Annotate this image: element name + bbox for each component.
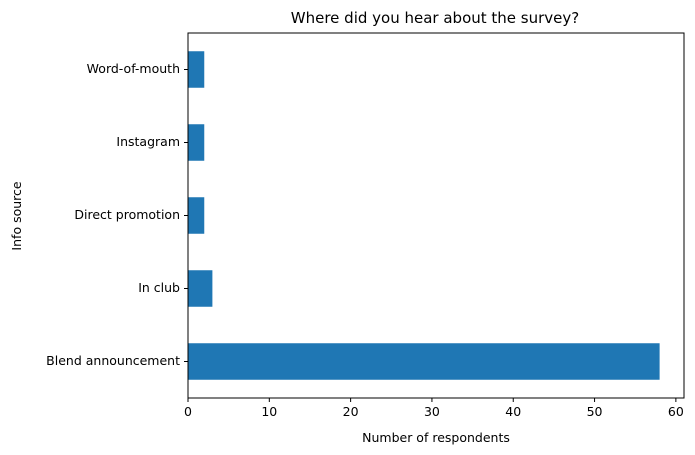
x-tick-label: 0 [184,404,192,419]
x-tick-label: 10 [261,404,277,419]
x-tick-label: 50 [587,404,603,419]
x-tick-label: 20 [343,404,359,419]
x-axis-ticks: 0 10 20 30 40 50 60 [184,398,684,419]
y-tick-label: Instagram [116,134,180,149]
y-tick-label: Blend announcement [46,353,180,368]
x-tick-label: 30 [424,404,440,419]
y-tick-label: Direct promotion [74,207,180,222]
x-axis-label: Number of respondents [362,430,510,445]
chart-title: Where did you hear about the survey? [291,9,579,27]
y-axis-ticks: Blend announcement In club Direct promotio… [46,61,188,368]
bar-direct-promotion [188,197,205,234]
bar-in-club [188,270,213,307]
bar-word-of-mouth [188,51,205,88]
y-axis-label: Info source [9,181,24,250]
y-tick-label: Word-of-mouth [87,61,180,76]
x-tick-label: 60 [668,404,684,419]
bars-group [188,51,660,380]
bar-blend-announcement [188,343,660,380]
plot-frame [187,32,685,399]
y-tick-label: In club [138,280,180,295]
x-tick-label: 40 [505,404,521,419]
bar-instagram [188,124,205,161]
